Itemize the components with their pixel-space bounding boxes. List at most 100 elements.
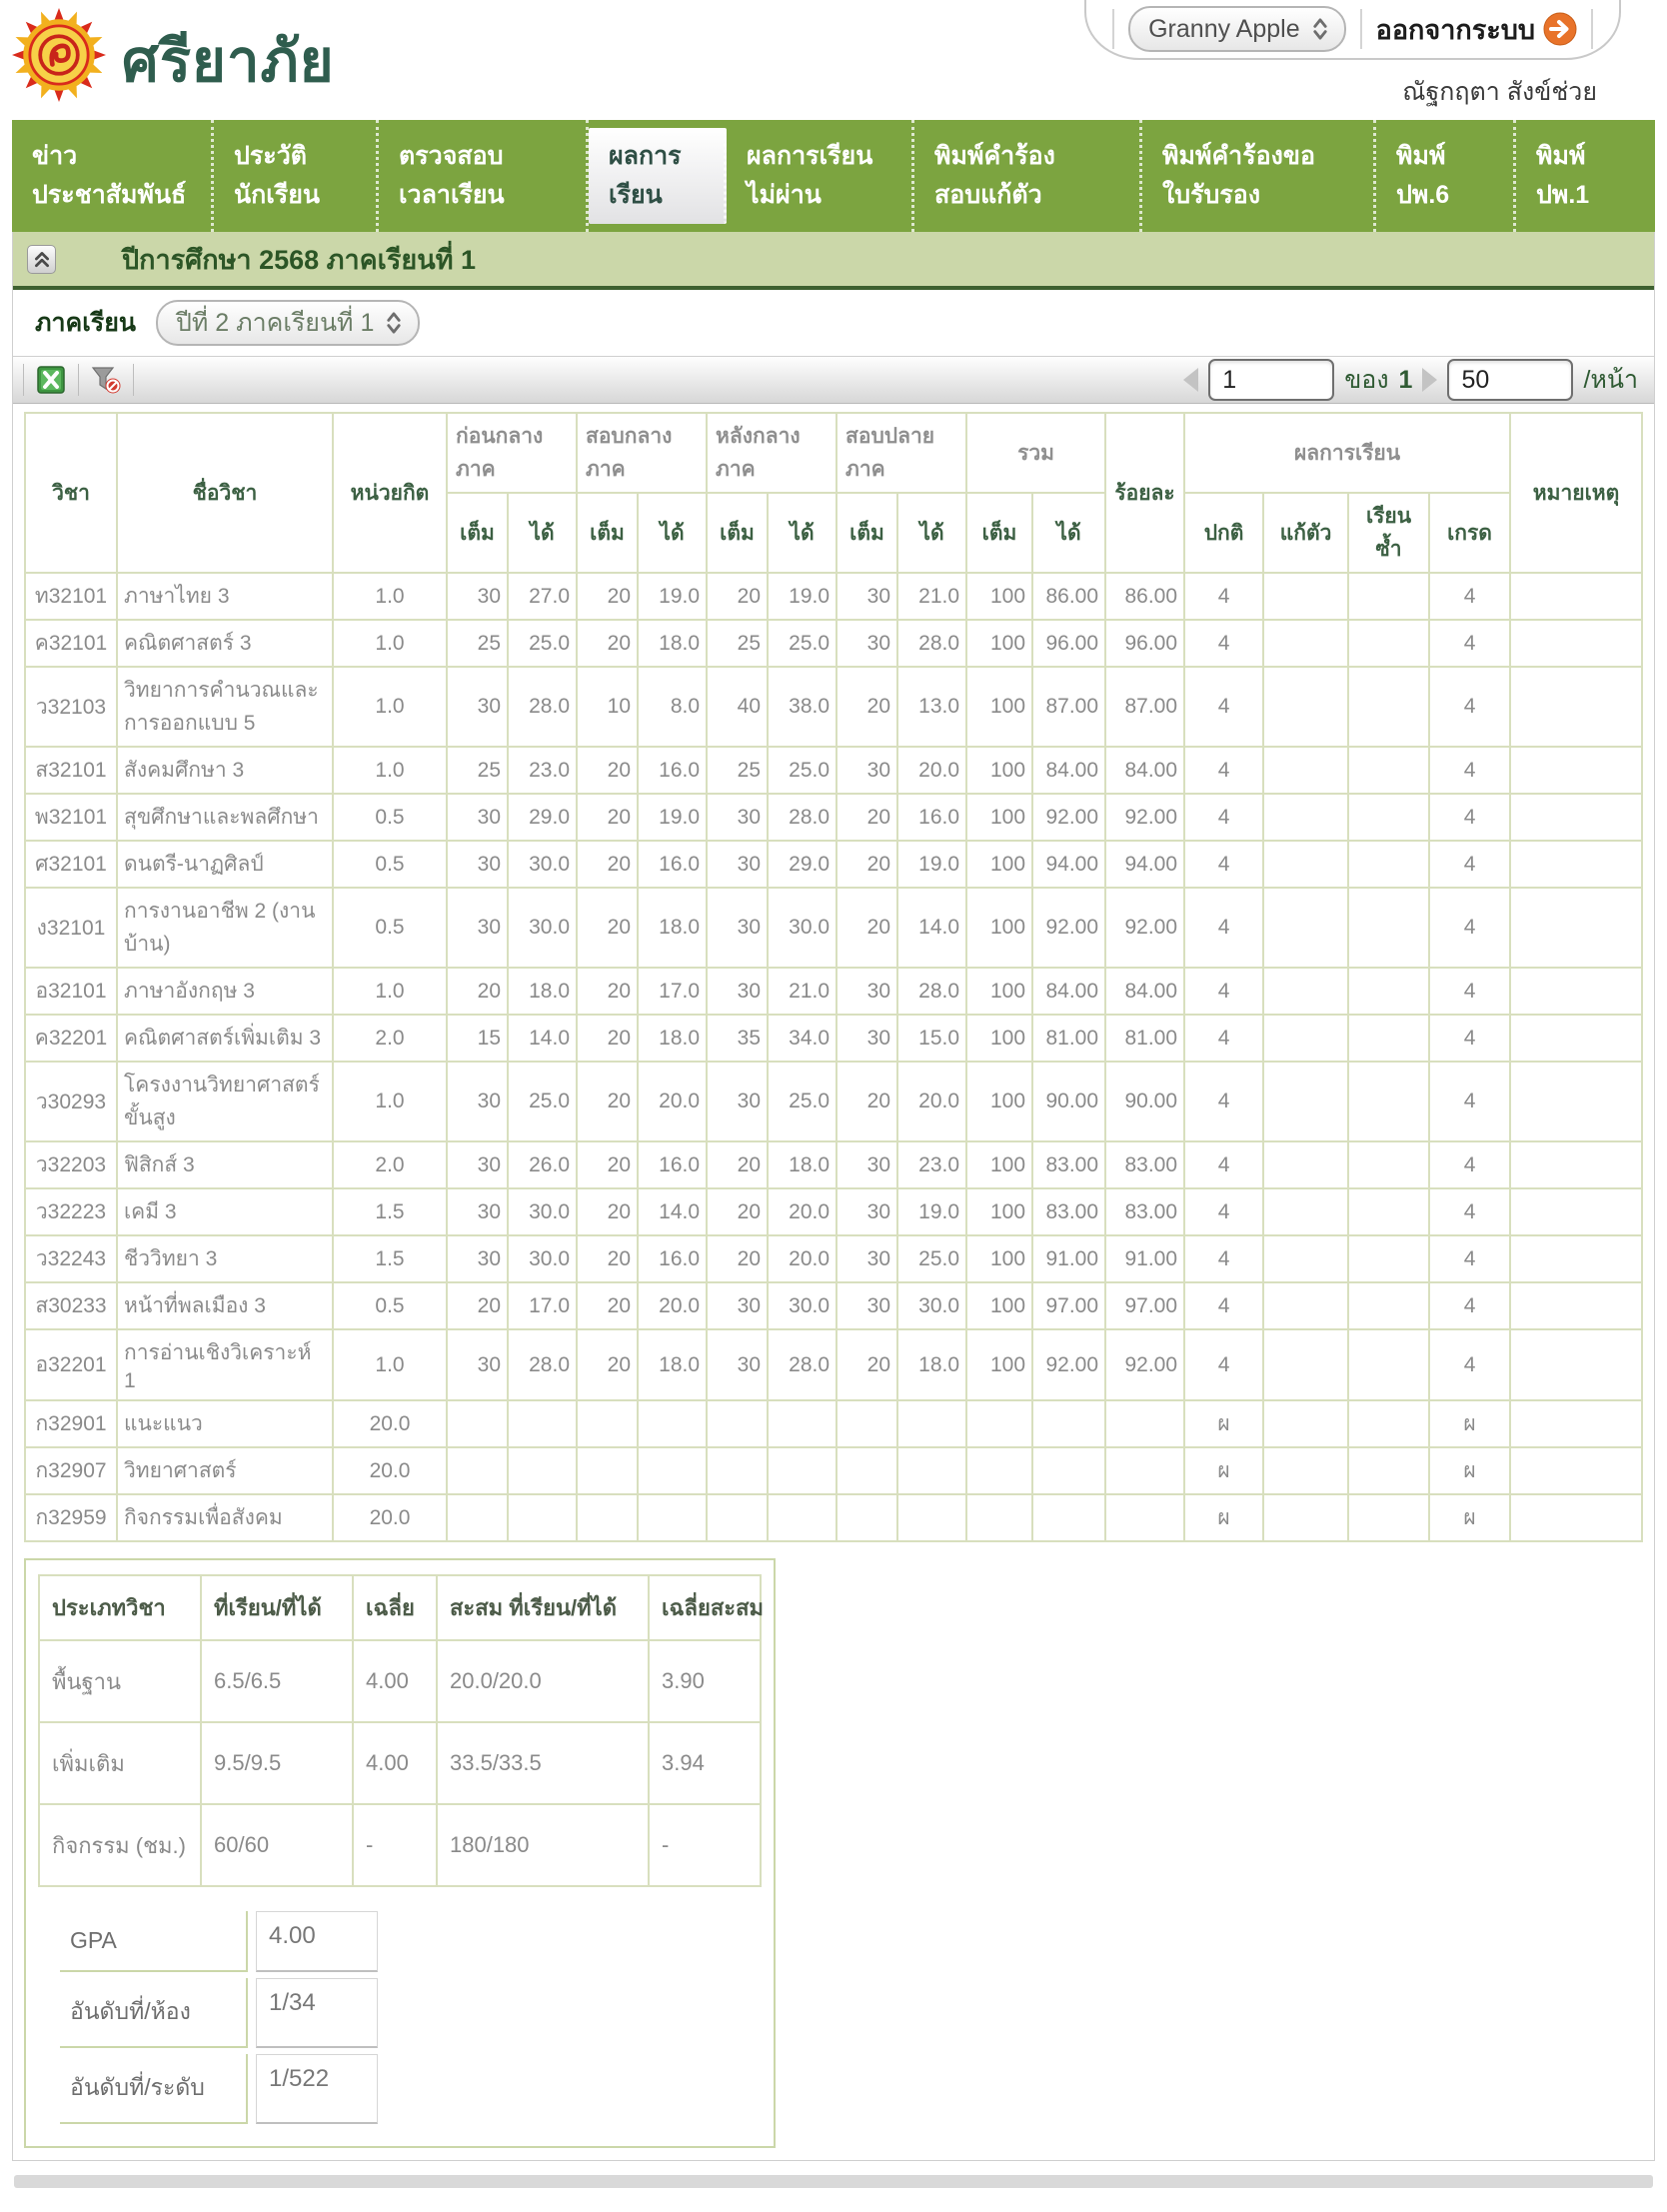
subject-name: สุขศึกษาและพลศึกษา	[116, 793, 334, 842]
subject-name: กิจกรรมเพื่อสังคม	[116, 1493, 334, 1542]
col-header-retake: แก้ตัว	[1262, 492, 1350, 574]
logout-arrow-icon	[1543, 12, 1577, 46]
final-full: 20	[835, 840, 899, 889]
export-excel-button[interactable]	[34, 363, 68, 397]
grade: 4	[1428, 1281, 1512, 1330]
pre-mid-full	[446, 1446, 509, 1495]
tab-attendance[interactable]: ตรวจสอบ เวลาเรียน	[379, 120, 589, 232]
final-got: 16.0	[896, 793, 968, 842]
per-page-label: /หน้า	[1583, 366, 1638, 394]
summary-type: เพิ่มเติม	[38, 1721, 202, 1805]
post-mid-full	[706, 1446, 770, 1495]
final-got: 20.0	[896, 1061, 968, 1142]
pre-mid-full: 15	[446, 1014, 509, 1063]
mid-got: 18.0	[636, 619, 709, 668]
total-got: 92.00	[1031, 887, 1107, 969]
result-repeat	[1347, 1014, 1431, 1063]
subject-name: ภาษาไทย 3	[116, 572, 334, 621]
result-repeat	[1347, 1281, 1431, 1330]
grades-row: ท32101 ภาษาไทย 3 1.0 30 27.0 20 19.0 20 19.0 30 21…	[24, 572, 1643, 621]
result-normal: 4	[1183, 840, 1265, 889]
pagination: ของ 1 /หน้า	[1183, 359, 1654, 401]
subject-name: ภาษาอังกฤษ 3	[116, 967, 334, 1016]
col-header-full: เต็ม	[835, 492, 899, 574]
post-mid-full: 20	[706, 1234, 770, 1283]
tab-news[interactable]: ข่าว ประชาสัมพันธ์	[12, 120, 214, 232]
prev-page-arrow[interactable]	[1183, 368, 1199, 392]
col-header-final-exam: สอบปลายภาค	[835, 412, 968, 494]
subject-name: เคมี 3	[116, 1187, 334, 1236]
tab-print-pp6[interactable]: พิมพ์ ปพ.6	[1376, 120, 1516, 232]
grade: 4	[1428, 1061, 1512, 1142]
percent: 97.00	[1104, 1281, 1186, 1330]
grade: 4	[1428, 572, 1512, 621]
mid-full: 10	[576, 666, 639, 748]
mid-full: 20	[576, 1281, 639, 1330]
pre-mid-full	[446, 1399, 509, 1448]
grade: ผ	[1428, 1446, 1512, 1495]
tab-retake-request[interactable]: พิมพ์คำร้อง สอบแก้ตัว	[914, 120, 1142, 232]
result-normal: 4	[1183, 1281, 1265, 1330]
pre-mid-full: 30	[446, 793, 509, 842]
grades-row: ก32901 แนะแนว 20.0 ผ ผ	[24, 1399, 1643, 1448]
total-got: 84.00	[1031, 746, 1107, 795]
clear-filter-button[interactable]	[89, 363, 123, 397]
logout-button[interactable]: ออกจากระบบ	[1376, 8, 1577, 51]
pre-mid-full: 30	[446, 1234, 509, 1283]
divider	[1591, 9, 1593, 49]
result-repeat	[1347, 1328, 1431, 1401]
pre-mid-got: 30.0	[507, 887, 578, 969]
col-header-full: เต็ม	[706, 492, 770, 574]
logout-label: ออกจากระบบ	[1375, 14, 1535, 45]
tab-grades[interactable]: ผลการ เรียน	[589, 128, 727, 224]
summary-type: พื้นฐาน	[38, 1639, 202, 1723]
semester-select[interactable]: ปีที่ 2 ภาคเรียนที่ 1	[155, 300, 421, 346]
col-header-got: ได้	[507, 492, 578, 574]
collapse-button[interactable]	[27, 244, 56, 274]
percent	[1104, 1446, 1186, 1495]
result-repeat	[1347, 1446, 1431, 1495]
post-mid-full: 35	[706, 1014, 770, 1063]
table-toolbar: ของ 1 /หน้า	[13, 356, 1654, 404]
pre-mid-full: 20	[446, 967, 509, 1016]
mid-got: 20.0	[636, 1281, 709, 1330]
credit: 0.5	[332, 793, 448, 842]
pre-mid-full: 30	[446, 887, 509, 969]
mid-got: 18.0	[636, 1328, 709, 1401]
col-header-got: ได้	[1031, 492, 1107, 574]
total-full: 100	[965, 967, 1034, 1016]
total-got	[1031, 1493, 1107, 1542]
subject-code: ก32907	[24, 1446, 118, 1495]
grade: 4	[1428, 746, 1512, 795]
total-got: 83.00	[1031, 1187, 1107, 1236]
total-got: 83.00	[1031, 1140, 1107, 1189]
divider	[1359, 9, 1362, 49]
grade: ผ	[1428, 1493, 1512, 1542]
total-full: 100	[965, 1234, 1034, 1283]
summary-cum-avg: 3.90	[648, 1639, 762, 1723]
note	[1509, 1328, 1643, 1401]
tab-certificate-request[interactable]: พิมพ์คำร้องขอ ใบรับรอง	[1142, 120, 1376, 232]
next-page-arrow[interactable]	[1422, 368, 1438, 392]
note	[1509, 1446, 1643, 1495]
summary-taken: 60/60	[200, 1803, 354, 1887]
tab-failed-grades[interactable]: ผลการเรียน ไม่ผ่าน	[727, 120, 914, 232]
result-retake	[1262, 1399, 1350, 1448]
subject-name: โครงงานวิทยาศาสตร์ขั้นสูง	[116, 1061, 334, 1142]
account-select[interactable]: Granny Apple	[1128, 6, 1346, 52]
pre-mid-full: 30	[446, 1187, 509, 1236]
per-page-input[interactable]	[1447, 359, 1574, 401]
credit: 20.0	[332, 1399, 448, 1448]
grades-table-header: วิชา ชื่อวิชา หน่วยกิต ก่อนกลางภาค สอบกล…	[24, 412, 1643, 574]
tab-student-profile[interactable]: ประวัติ นักเรียน	[214, 120, 379, 232]
subject-code: อ32201	[24, 1328, 118, 1401]
tab-print-pp1[interactable]: พิมพ์ ปพ.1	[1536, 142, 1590, 209]
result-normal: 4	[1183, 1140, 1265, 1189]
page-input[interactable]	[1208, 359, 1335, 401]
horizontal-scrollbar[interactable]	[14, 2175, 1653, 2188]
pre-mid-full: 30	[446, 1328, 509, 1401]
result-normal: 4	[1183, 887, 1265, 969]
col-header-result: ผลการเรียน	[1183, 412, 1512, 494]
post-mid-got: 29.0	[767, 840, 838, 889]
percent: 81.00	[1104, 1014, 1186, 1063]
